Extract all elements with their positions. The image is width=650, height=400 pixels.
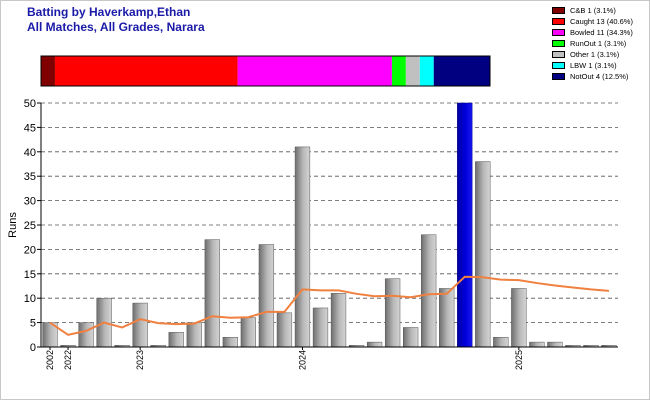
bar bbox=[294, 146, 311, 348]
bar bbox=[258, 244, 275, 348]
dismissal-segment bbox=[433, 56, 490, 86]
y-tick-label: 30 bbox=[24, 196, 36, 208]
bar-highlight bbox=[457, 102, 473, 348]
y-tick-label: 50 bbox=[24, 98, 36, 110]
dismissal-segment bbox=[237, 56, 392, 86]
legend-swatch bbox=[552, 51, 565, 58]
legend-item: Bowled 11 (34.3%) bbox=[552, 27, 633, 38]
legend-label: Bowled 11 (34.3%) bbox=[570, 28, 633, 37]
legend-label: NotOut 4 (12.5%) bbox=[570, 72, 629, 81]
y-tick-label: 40 bbox=[24, 147, 36, 159]
y-tick-label: 10 bbox=[24, 293, 36, 305]
bar bbox=[240, 317, 257, 348]
legend-item: C&B 1 (3.1%) bbox=[552, 5, 633, 16]
dismissal-segment bbox=[419, 56, 434, 86]
y-tick-label: 35 bbox=[24, 171, 36, 183]
x-tick-label: 2025 bbox=[514, 350, 524, 370]
y-tick-label: 25 bbox=[24, 220, 36, 232]
bar bbox=[312, 307, 329, 348]
legend-swatch bbox=[552, 40, 565, 47]
dismissal-segment bbox=[405, 56, 420, 86]
legend-label: Other 1 (3.1%) bbox=[570, 50, 620, 59]
bar bbox=[475, 161, 491, 348]
legend: C&B 1 (3.1%) Caught 13 (40.6%) Bowled 11 (… bbox=[552, 5, 633, 82]
legend-item: NotOut 4 (12.5%) bbox=[552, 71, 633, 82]
bar bbox=[421, 234, 437, 348]
bar bbox=[402, 327, 419, 348]
y-tick-label: 20 bbox=[24, 244, 36, 256]
bar bbox=[384, 278, 401, 348]
y-axis-label: Runs bbox=[7, 212, 19, 238]
legend-label: Caught 13 (40.6%) bbox=[570, 17, 633, 26]
dismissal-segment bbox=[391, 56, 406, 86]
bar bbox=[529, 341, 545, 348]
x-tick-label: 2024 bbox=[297, 350, 307, 370]
chart-subtitle: All Matches, All Grades, Narara bbox=[27, 20, 205, 34]
bar bbox=[511, 288, 527, 348]
bar bbox=[276, 312, 293, 348]
legend-label: C&B 1 (3.1%) bbox=[570, 6, 616, 15]
bar bbox=[330, 293, 347, 348]
bar bbox=[547, 341, 563, 348]
bar bbox=[366, 341, 383, 348]
bar bbox=[493, 336, 509, 348]
legend-item: Other 1 (3.1%) bbox=[552, 49, 633, 60]
average-trend-line bbox=[49, 275, 610, 336]
bar bbox=[222, 336, 238, 348]
legend-label: LBW 1 (3.1%) bbox=[570, 61, 617, 70]
legend-swatch bbox=[552, 62, 565, 69]
chart-title: Batting by Haverkamp,Ethan bbox=[27, 5, 191, 19]
legend-swatch bbox=[552, 29, 565, 36]
bar bbox=[132, 302, 148, 348]
bar bbox=[204, 239, 220, 348]
bar bbox=[168, 332, 184, 348]
dismissal-segment bbox=[54, 56, 238, 86]
y-tick-label: 5 bbox=[30, 318, 36, 330]
legend-item: Caught 13 (40.6%) bbox=[552, 16, 633, 27]
bar bbox=[186, 322, 202, 348]
legend-swatch bbox=[552, 18, 565, 25]
x-tick-label: 2002 bbox=[45, 350, 55, 370]
legend-item: LBW 1 (3.1%) bbox=[552, 60, 633, 71]
legend-swatch bbox=[552, 73, 565, 80]
y-tick-label: 0 bbox=[30, 342, 36, 354]
y-tick-label: 15 bbox=[24, 269, 36, 281]
bar bbox=[78, 322, 94, 348]
x-tick-label: 2022 bbox=[63, 350, 73, 370]
legend-item: RunOut 1 (3.1%) bbox=[552, 38, 633, 49]
bar bbox=[439, 288, 455, 348]
legend-label: RunOut 1 (3.1%) bbox=[570, 39, 627, 48]
x-tick-label: 2023 bbox=[135, 350, 145, 370]
dismissal-bar-outline bbox=[40, 55, 491, 87]
legend-swatch bbox=[552, 7, 565, 14]
y-tick-label: 45 bbox=[24, 122, 36, 134]
dismissal-segment bbox=[41, 56, 55, 86]
